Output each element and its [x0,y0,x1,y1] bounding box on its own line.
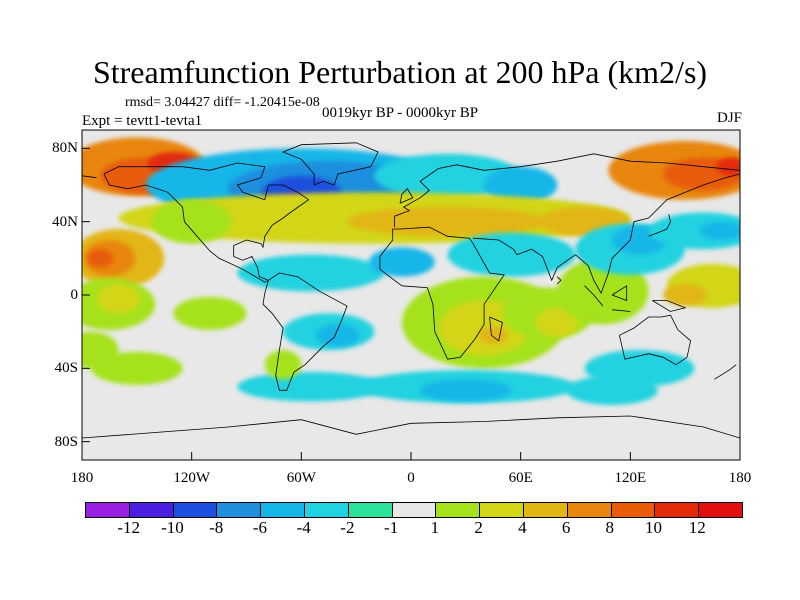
coastline [556,276,562,285]
colorbar-label: -8 [209,518,224,537]
x-tick-label: 120W [173,470,210,486]
contour-region [315,324,360,347]
x-tick-label: 60E [508,470,533,486]
contour-region [420,379,512,402]
contour-region [648,212,740,250]
contour-region [484,166,558,204]
coastline [399,188,414,204]
contour-fill-layer [82,137,740,406]
contour-region [264,350,302,380]
coastline [611,285,628,302]
coastline [262,272,348,391]
coastline [473,173,740,295]
y-tick-label: 80S [54,433,78,450]
colorbar-label: 8 [605,518,615,537]
contour-region [237,254,384,292]
colorbar-box [261,503,305,517]
colorbar-label: -4 [296,518,311,537]
coastline [619,314,692,366]
coastline-layer [82,142,740,439]
contour-region [82,331,119,369]
y-tick-label: 40S [54,360,78,377]
coastline [489,316,503,342]
contour-region [557,258,649,325]
y-tick-label: 0 [70,287,79,303]
coastline [103,162,310,283]
x-tick-label: 120E [614,470,647,486]
coastline [82,175,97,179]
colorbar-box [86,503,130,517]
colorbar-label: 12 [688,518,706,537]
colorbar-box [611,503,656,517]
axis-ticks [81,147,741,460]
period-label: 0019kyr BP - 0000kyr BP [322,105,479,121]
contour-region [716,157,740,176]
contour-region [535,307,580,338]
x-tick-label: 180 [728,470,752,486]
colorbar-label: -1 [384,518,399,537]
colorbar-box [436,503,481,517]
x-tick-label: 0 [407,470,415,486]
colorbar-label: 4 [518,518,527,537]
colorbar-label: 6 [561,518,571,537]
x-tick-label: 180 [70,470,94,486]
contour-region [347,207,549,237]
coastline [584,285,604,307]
colorbar-box [217,503,262,517]
colorbar-box [129,503,174,517]
contour-region [87,249,114,268]
colorbar-box [173,503,218,517]
coastline [648,214,671,237]
colorbar-box [304,503,349,517]
x-tick-label: 60W [286,470,316,486]
colorbar-box [523,503,568,517]
contour-region [151,199,232,244]
colorbar-box [392,503,437,517]
experiment-label: Expt = tevtt1-tevta1 [82,113,203,129]
colorbar-label: -2 [340,518,355,537]
colorbar-box [655,503,700,517]
contour-region [566,375,658,406]
colorbar-label: -6 [252,518,267,537]
rmsd-stats: rmsd= 3.04427 diff= -1.20415e-08 [125,95,320,110]
coastline [652,300,687,312]
colorbar [85,502,743,518]
contour-region [368,247,435,277]
colorbar-box [348,503,393,517]
colorbar-label: -10 [161,518,184,537]
colorbar-label: 10 [645,518,663,537]
contour-region [173,296,247,330]
colorbar-label: 1 [430,518,440,537]
contour-region [663,284,708,306]
colorbar-label: -12 [117,518,141,537]
contour-region [96,284,141,314]
map-title: Streamfunction Perturbation at 200 hPa (… [92,54,708,90]
y-tick-label: 80N [52,140,78,157]
contour-region [478,326,508,345]
y-tick-label: 40N [52,213,78,230]
contour-region [699,221,740,240]
contour-region [447,232,576,277]
coastline [379,226,505,360]
contour-region [237,372,384,402]
coastline [612,309,631,312]
colorbar-box [699,503,742,517]
coastline [714,364,737,380]
season-label: DJF [716,110,742,126]
coastline [394,153,740,228]
coastline [82,415,740,439]
colorbar-label: 2 [474,518,483,537]
coastline [282,142,379,186]
contour-region [374,153,521,198]
colorbar-box [480,503,524,517]
colorbar-box [567,503,612,517]
